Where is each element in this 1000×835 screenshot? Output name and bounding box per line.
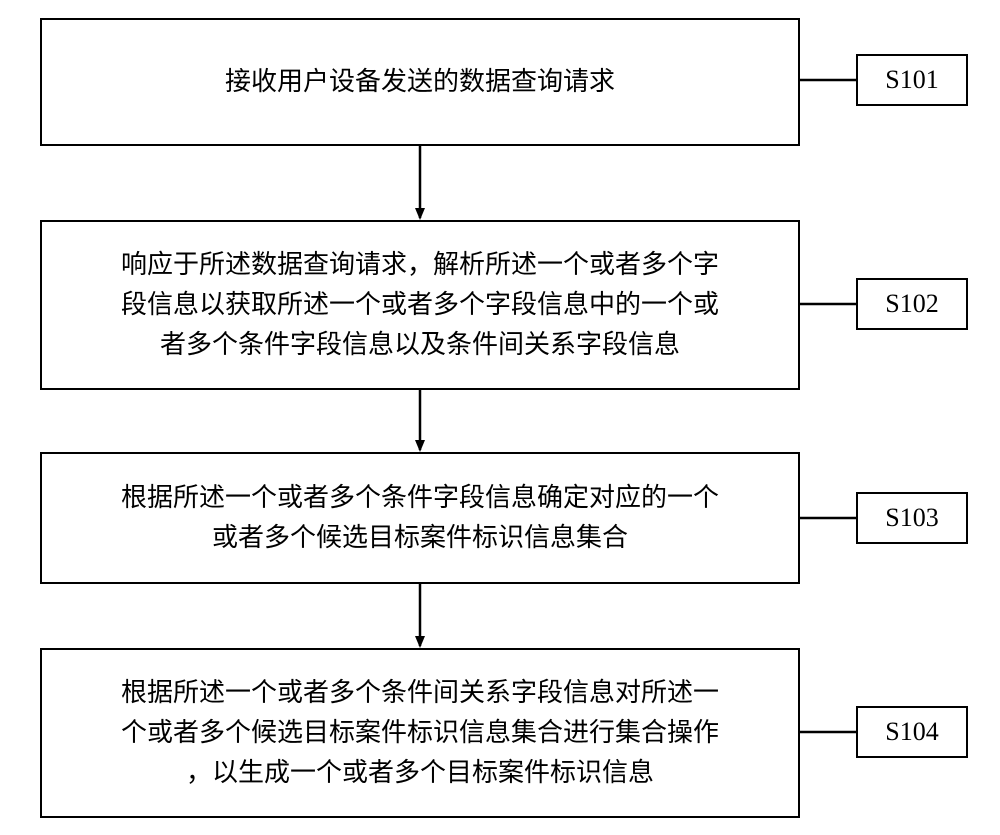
flow-step-text: 根据所述一个或者多个条件间关系字段信息对所述一 个或者多个候选目标案件标识信息集… (121, 673, 719, 794)
flow-step-n2: 响应于所述数据查询请求，解析所述一个或者多个字 段信息以获取所述一个或者多个字段… (40, 220, 800, 390)
step-label-text: S101 (885, 65, 938, 95)
step-label-l3: S103 (856, 492, 968, 544)
step-label-text: S104 (885, 717, 938, 747)
step-label-l4: S104 (856, 706, 968, 758)
flow-step-n1: 接收用户设备发送的数据查询请求 (40, 18, 800, 146)
step-label-l2: S102 (856, 278, 968, 330)
flow-step-n3: 根据所述一个或者多个条件字段信息确定对应的一个 或者多个候选目标案件标识信息集合 (40, 452, 800, 584)
flow-step-text: 响应于所述数据查询请求，解析所述一个或者多个字 段信息以获取所述一个或者多个字段… (121, 245, 719, 366)
step-label-l1: S101 (856, 54, 968, 106)
step-label-text: S102 (885, 289, 938, 319)
flow-step-text: 接收用户设备发送的数据查询请求 (225, 62, 615, 102)
flow-step-n4: 根据所述一个或者多个条件间关系字段信息对所述一 个或者多个候选目标案件标识信息集… (40, 648, 800, 818)
flowchart-canvas: 接收用户设备发送的数据查询请求 S101 响应于所述数据查询请求，解析所述一个或者多… (0, 0, 1000, 835)
step-label-text: S103 (885, 503, 938, 533)
flow-step-text: 根据所述一个或者多个条件字段信息确定对应的一个 或者多个候选目标案件标识信息集合 (121, 478, 719, 559)
